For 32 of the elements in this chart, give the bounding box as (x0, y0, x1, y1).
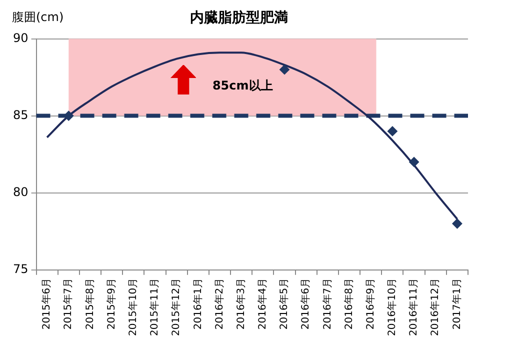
point (280, 64, 290, 75)
x-tick-label: 2015年7月 (62, 278, 74, 330)
y-tick-label: 90 (12, 30, 28, 45)
x-tick-label: 2015年10月 (127, 278, 140, 336)
x-tick-label: 2016年8月 (342, 278, 355, 330)
x-tick-label: 2016年10月 (386, 278, 398, 336)
x-tick-label: 2016年2月 (213, 278, 226, 330)
x-tick-label: 2016年7月 (321, 278, 334, 330)
x-tick-label: 2017年1月 (450, 278, 463, 330)
point (452, 218, 462, 229)
x-tick-label: 2016年9月 (364, 278, 376, 330)
x-tick-label: 2016年1月 (192, 278, 204, 330)
y-tick-label: 80 (12, 184, 28, 199)
x-tick-label: 2016年11月 (408, 278, 420, 336)
band-label: 85cm以上 (212, 78, 273, 93)
x-tick-label: 2015年11月 (148, 278, 161, 336)
x-tick-label: 2015年12月 (170, 278, 182, 336)
point (409, 157, 420, 168)
point (387, 126, 398, 136)
point (64, 110, 74, 121)
x-tick-label: 2015年6月 (40, 278, 53, 330)
x-tick-label: 2015年8月 (84, 278, 96, 330)
x-tick-label: 2016年6月 (300, 278, 312, 330)
y-tick-label: 85 (12, 108, 28, 122)
chart-title: 内臓脂肪型肥満 (190, 9, 288, 26)
x-tick-label: 2016年4月 (256, 278, 269, 330)
y-tick-label: 75 (12, 262, 28, 276)
x-tick-label: 2015年9月 (105, 278, 118, 330)
x-tick-label: 2016年3月 (234, 278, 247, 330)
x-tick-label: 2016年5月 (278, 278, 290, 330)
x-tick-label: 2016年12月 (429, 278, 442, 336)
y-axis-title: 腹囲(cm) (12, 10, 64, 24)
